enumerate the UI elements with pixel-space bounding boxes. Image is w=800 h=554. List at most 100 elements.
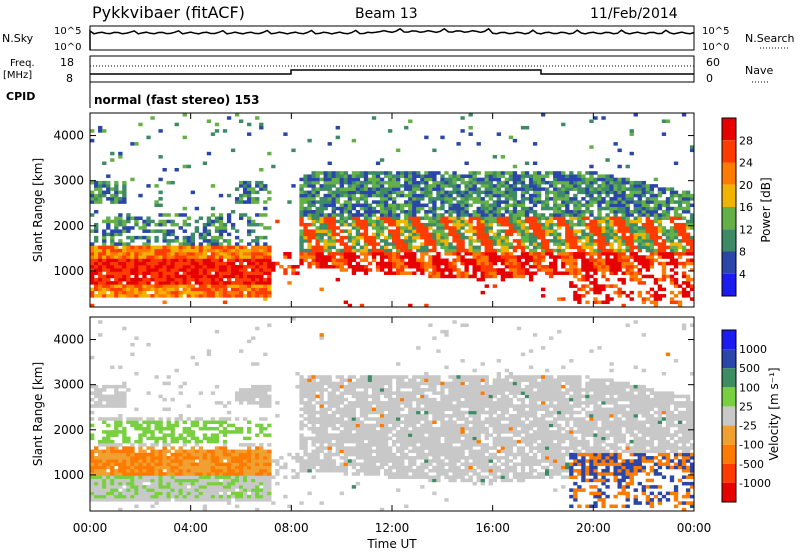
heatmap-cell xyxy=(114,494,119,499)
heatmap-cell xyxy=(464,180,469,185)
heatmap-cell xyxy=(629,229,634,233)
heatmap-cell xyxy=(484,213,489,217)
heatmap-cell xyxy=(218,423,224,428)
heatmap-cell xyxy=(218,252,224,256)
heatmap-cell xyxy=(621,255,626,259)
heatmap-cell xyxy=(367,203,373,208)
heatmap-cell xyxy=(472,229,477,233)
heatmap-cell xyxy=(182,271,187,275)
heatmap-cell xyxy=(673,200,679,204)
heatmap-cell xyxy=(569,219,574,224)
heatmap-cell xyxy=(440,190,445,195)
heatmap-cell xyxy=(436,216,441,220)
heatmap-cell xyxy=(142,261,147,266)
heatmap-cell xyxy=(536,219,542,224)
heatmap-cell xyxy=(267,248,272,253)
heatmap-cell xyxy=(508,187,514,191)
heatmap-cell xyxy=(238,491,244,496)
heatmap-cell xyxy=(448,271,453,275)
heatmap-cell xyxy=(375,174,381,178)
heatmap-cell xyxy=(565,245,570,250)
heatmap-cell xyxy=(424,216,429,220)
heatmap-cell xyxy=(154,494,159,499)
heatmap-cell xyxy=(142,494,147,499)
heatmap-cell xyxy=(238,452,244,457)
heatmap-cell xyxy=(166,239,171,243)
heatmap-cell xyxy=(134,407,139,412)
heatmap-cell xyxy=(150,245,155,250)
heatmap-cell xyxy=(230,271,236,275)
heatmap-cell xyxy=(251,190,256,195)
heatmap-cell xyxy=(464,248,469,253)
heatmap-cell xyxy=(392,213,397,217)
heatmap-cell xyxy=(569,245,574,250)
heatmap-cell xyxy=(194,206,200,211)
heatmap-cell xyxy=(347,174,353,178)
heatmap-cell xyxy=(452,235,457,240)
heatmap-cell xyxy=(110,255,115,259)
heatmap-cell xyxy=(218,284,224,288)
heatmap-cell xyxy=(162,459,167,463)
heatmap-cell xyxy=(661,264,667,269)
heatmap-cell xyxy=(621,258,626,263)
heatmap-cell xyxy=(202,245,208,250)
heatmap-cell xyxy=(617,229,622,233)
heatmap-cell xyxy=(255,481,260,486)
heatmap-cell xyxy=(102,190,107,195)
heatmap-cell xyxy=(138,478,143,483)
heatmap-cell xyxy=(573,239,578,243)
heatmap-cell xyxy=(158,268,163,272)
heatmap-cell xyxy=(613,197,618,201)
heatmap-cell xyxy=(259,465,264,470)
heatmap-cell xyxy=(633,206,638,211)
heatmap-cell xyxy=(585,271,590,275)
heatmap-cell xyxy=(428,171,433,175)
heatmap-cell xyxy=(621,187,626,191)
heatmap-cell xyxy=(420,258,425,263)
heatmap-cell xyxy=(150,459,155,463)
heatmap-cell xyxy=(122,449,127,454)
heatmap-cell xyxy=(685,274,691,279)
heatmap-cell xyxy=(408,210,413,214)
heatmap-cell xyxy=(400,271,405,275)
heatmap-cell xyxy=(307,210,312,214)
heatmap-cell xyxy=(238,258,244,263)
heatmap-cell xyxy=(186,417,191,421)
heatmap-cell xyxy=(351,171,357,175)
heatmap-cell xyxy=(174,456,179,460)
heatmap-cell xyxy=(267,255,272,259)
heatmap-cell xyxy=(138,287,143,292)
heatmap-cell xyxy=(247,478,252,483)
heatmap-cell xyxy=(323,213,328,217)
heatmap-cell xyxy=(202,252,208,256)
heatmap-cell xyxy=(355,197,361,201)
heatmap-cell xyxy=(130,142,135,146)
heatmap-cell xyxy=(251,248,256,253)
heatmap-cell xyxy=(134,491,139,496)
heatmap-cell xyxy=(432,271,437,275)
heatmap-cell xyxy=(476,200,481,204)
heatmap-cell xyxy=(214,284,220,288)
heatmap-cell xyxy=(255,268,260,272)
heatmap-cell xyxy=(275,414,280,418)
heatmap-cell xyxy=(194,439,200,444)
heatmap-cell xyxy=(182,277,187,282)
heatmap-cell xyxy=(122,498,127,502)
heatmap-cell xyxy=(198,294,204,298)
heatmap-cell xyxy=(516,226,522,230)
power-heatmap xyxy=(90,113,695,308)
heatmap-cell xyxy=(456,229,461,233)
heatmap-cell xyxy=(589,255,594,259)
heatmap-cell xyxy=(464,261,469,266)
heatmap-cell xyxy=(226,449,232,454)
heatmap-cell xyxy=(669,281,675,285)
heatmap-cell xyxy=(162,255,167,259)
heatmap-cell xyxy=(182,284,187,288)
heatmap-cell xyxy=(484,264,489,269)
heatmap-cell xyxy=(629,271,634,275)
heatmap-cell xyxy=(689,216,695,220)
heatmap-cell xyxy=(206,485,212,489)
heatmap-cell xyxy=(379,200,385,204)
heatmap-cell xyxy=(343,174,349,178)
heatmap-cell xyxy=(452,171,457,175)
